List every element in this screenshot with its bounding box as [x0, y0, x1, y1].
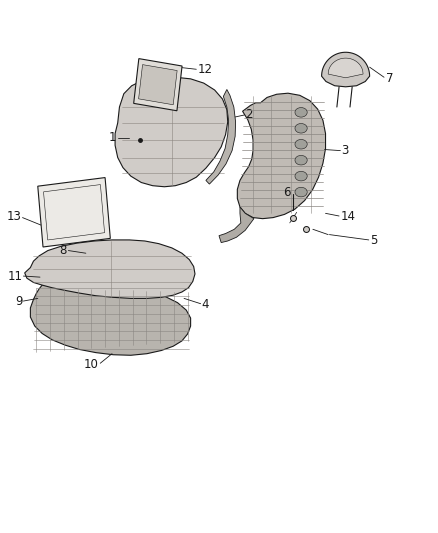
- Text: 10: 10: [84, 358, 99, 371]
- Polygon shape: [138, 64, 177, 105]
- Polygon shape: [206, 90, 236, 184]
- Text: 13: 13: [7, 210, 21, 223]
- Text: 9: 9: [15, 295, 22, 308]
- Ellipse shape: [295, 156, 307, 165]
- Text: 6: 6: [283, 185, 290, 199]
- Text: 1: 1: [109, 131, 117, 144]
- Polygon shape: [321, 52, 370, 87]
- Polygon shape: [25, 240, 195, 298]
- Polygon shape: [30, 281, 191, 356]
- Polygon shape: [115, 77, 228, 187]
- Ellipse shape: [295, 171, 307, 181]
- Polygon shape: [328, 58, 363, 78]
- Text: 4: 4: [201, 298, 209, 311]
- Text: 12: 12: [198, 63, 212, 76]
- Text: 5: 5: [370, 235, 377, 247]
- Ellipse shape: [295, 124, 307, 133]
- Text: 2: 2: [245, 109, 253, 122]
- Ellipse shape: [295, 187, 307, 197]
- Text: 11: 11: [7, 270, 22, 282]
- Text: 3: 3: [341, 144, 349, 157]
- Text: 14: 14: [340, 210, 355, 223]
- Polygon shape: [237, 93, 325, 219]
- Polygon shape: [134, 59, 182, 111]
- Polygon shape: [219, 207, 254, 243]
- Ellipse shape: [295, 140, 307, 149]
- Ellipse shape: [295, 108, 307, 117]
- Text: 8: 8: [60, 244, 67, 257]
- Polygon shape: [38, 177, 110, 247]
- Text: 7: 7: [386, 72, 393, 85]
